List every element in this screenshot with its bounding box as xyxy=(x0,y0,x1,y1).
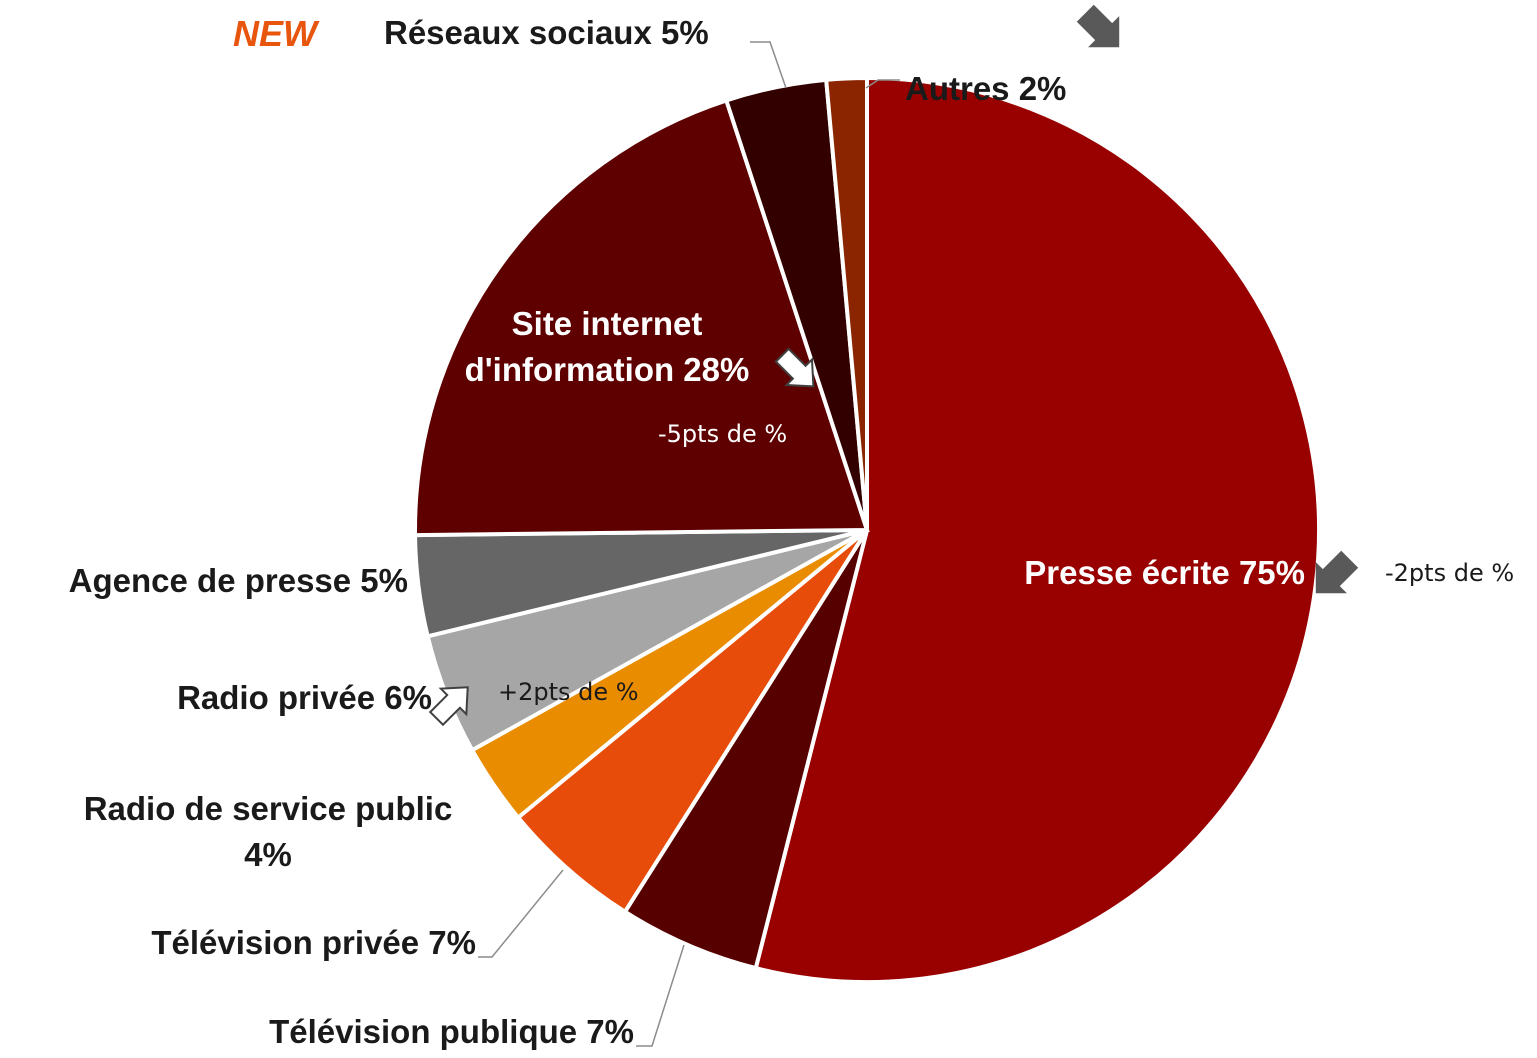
agence-label: Agence de presse 5% xyxy=(69,562,408,599)
pie-slice-0 xyxy=(753,75,1321,984)
radio-privee-label: Radio privée 6% xyxy=(177,679,432,716)
autres-leader-line xyxy=(865,79,900,89)
new-tag: NEW xyxy=(233,13,320,54)
tv-privee-leader-line xyxy=(478,869,564,958)
tv-publique-leader-line xyxy=(636,944,685,1047)
radio-privee-change-note: +2pts de % xyxy=(498,678,639,706)
site-label-line1: Site internet xyxy=(512,305,703,342)
tv-publique-label: Télévision publique 7% xyxy=(269,1013,634,1050)
autres-down-arrow-icon xyxy=(1076,4,1120,48)
pie-slice-8 xyxy=(824,75,869,531)
pie-slice-2 xyxy=(515,528,869,915)
presse-label: Presse écrite 75% xyxy=(1024,554,1305,591)
autres-label: Autres 2% xyxy=(905,70,1066,107)
radio-service-public-label-line2: 4% xyxy=(244,836,292,873)
tv-privee-label: Télévision privée 7% xyxy=(151,924,476,961)
pie-slice-1 xyxy=(622,528,869,971)
presse-down-arrow-icon xyxy=(1315,550,1359,594)
site-down-arrow-icon xyxy=(774,347,815,388)
presse-change-note: -2pts de % xyxy=(1385,559,1514,587)
radio-privee-up-arrow-icon xyxy=(428,686,469,727)
reseaux-label: Réseaux sociaux 5% xyxy=(384,14,709,51)
reseaux-leader-line xyxy=(750,41,787,89)
site-change-note: -5pts de % xyxy=(658,420,787,448)
pie-slice-6 xyxy=(413,97,870,538)
site-label-line2: d'information 28% xyxy=(465,351,750,388)
pie-slices xyxy=(413,75,1321,984)
radio-service-public-label-line1: Radio de service public xyxy=(84,790,453,827)
